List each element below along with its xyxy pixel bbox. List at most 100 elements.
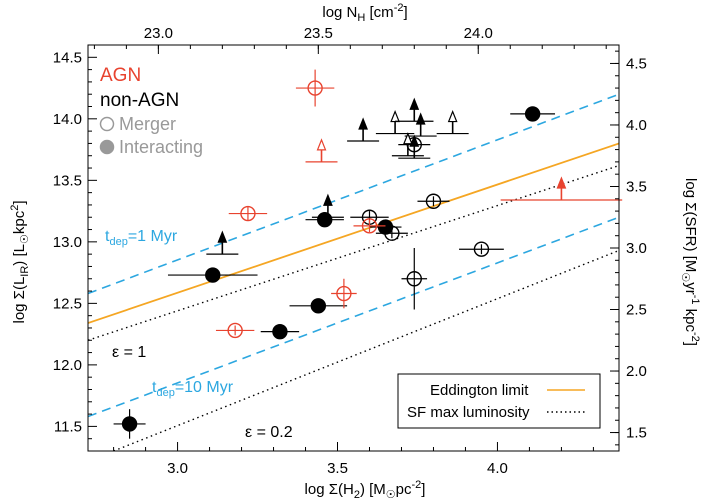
merger-marker <box>361 218 378 234</box>
y-tick-label: 11.5 <box>54 418 82 435</box>
legend-bottom-box <box>397 373 601 429</box>
merger-marker <box>406 271 422 287</box>
limit-arrowhead <box>409 134 420 147</box>
legend-sf-max: SF max luminosity <box>407 404 530 421</box>
data-point-10 <box>417 193 450 209</box>
limit-arrowhead <box>358 117 368 130</box>
limit-arrowhead <box>217 230 228 243</box>
data-points <box>113 69 623 439</box>
y-tick-label: 14.0 <box>53 111 82 128</box>
x2-tick-label: 24.0 <box>464 25 493 42</box>
limit-arrowhead <box>409 97 420 110</box>
axes: 3.0 3.5 4.0 23.0 23.5 24.0 11.5 12.0 12.5 13.0 13.… <box>53 25 647 477</box>
tdep10-label: tdep=10 Myr <box>152 379 234 399</box>
merger-marker <box>227 322 243 339</box>
x-tick-label: 3.5 <box>327 460 348 477</box>
data-point-13 <box>295 69 335 107</box>
tdep1-label: tdep=1 Myr <box>105 228 178 248</box>
y-tick-label: 13.0 <box>53 234 82 251</box>
legend-non-agn: non-AGN <box>100 90 179 111</box>
lower-limit-0 <box>206 230 239 255</box>
limit-arrowhead <box>402 132 413 145</box>
legend-merger-symbol <box>99 116 115 132</box>
y2-tick-label: 3.0 <box>626 240 647 257</box>
line-eps02 <box>113 249 619 451</box>
data-point-17 <box>353 218 386 234</box>
lower-limit-4 <box>375 109 415 135</box>
lower-limit-2 <box>305 138 338 163</box>
line-eps1 <box>88 164 619 341</box>
lower-limit-7 <box>391 132 424 157</box>
lower-limit-10 <box>500 176 623 201</box>
eps02-label: ε = 0.2 <box>245 424 293 441</box>
interacting-marker <box>205 267 221 283</box>
interacting-marker <box>317 212 333 228</box>
merger-marker <box>240 205 256 222</box>
x2-tick-label: 23.0 <box>144 25 173 42</box>
legend-interacting: Interacting <box>119 137 203 157</box>
line-annotations: tdep=1 Myr tdep=10 Myr ε = 1 ε = 0.2 <box>105 228 293 441</box>
merger-marker <box>473 241 490 257</box>
legend-agn: AGN <box>100 65 141 86</box>
data-point-6 <box>510 106 556 122</box>
legend-merger: Merger <box>119 114 176 134</box>
data-point-9 <box>401 248 428 310</box>
x-tick-label: 4.0 <box>487 460 508 477</box>
y2-tick-label: 2.0 <box>626 363 647 380</box>
merger-marker <box>336 285 352 302</box>
interacting-marker <box>524 106 541 122</box>
model-lines <box>88 93 619 451</box>
lower-limit-6 <box>404 112 437 137</box>
interacting-marker <box>121 416 138 432</box>
data-point-4 <box>305 212 344 228</box>
limit-arrowhead <box>316 138 327 151</box>
merger-marker <box>384 225 400 241</box>
interacting-marker <box>272 323 288 340</box>
y-tick-label: 13.5 <box>53 172 82 189</box>
limit-arrowhead <box>323 193 333 206</box>
lower-limit-3 <box>347 117 380 142</box>
y2-tick-label: 1.5 <box>626 425 647 442</box>
legend-eddington: Eddington limit <box>430 382 529 399</box>
data-point-1 <box>167 267 258 283</box>
y2-tick-label: 2.5 <box>626 302 647 319</box>
data-point-2 <box>260 323 300 340</box>
limit-arrowhead <box>447 109 458 123</box>
line-tdep10 <box>88 216 619 418</box>
merger-marker <box>425 193 442 209</box>
y2-axis-label: log Σ(SFR) [M☉yr-1 kpc-2] <box>679 178 701 346</box>
y-tick-label: 12.5 <box>53 295 82 312</box>
lower-limit-8 <box>398 134 431 159</box>
y-tick-label: 12.0 <box>53 357 82 374</box>
data-point-14 <box>228 205 268 222</box>
data-point-12 <box>459 241 504 257</box>
data-point-3 <box>289 298 348 314</box>
lower-limit-5 <box>395 97 434 122</box>
x2-axis-label: log NH [cm-2] <box>322 2 407 24</box>
merger-marker <box>307 80 323 96</box>
data-point-15 <box>215 322 255 339</box>
data-point-16 <box>331 278 357 309</box>
limit-arrowhead <box>390 109 400 123</box>
line-tdep1 <box>88 93 619 295</box>
y-axis-label: log Σ(LIR) [L☉kpc2] <box>9 201 31 324</box>
data-point-0 <box>113 409 146 439</box>
data-point-8 <box>375 225 408 241</box>
line-eddington <box>88 142 619 324</box>
y2-tick-label: 4.5 <box>626 55 647 72</box>
y2-tick-label: 4.0 <box>626 117 647 134</box>
eps1-label: ε = 1 <box>112 344 146 361</box>
x-tick-label: 3.0 <box>167 460 188 477</box>
y-tick-label: 14.5 <box>53 49 82 66</box>
y2-tick-label: 3.5 <box>626 178 647 195</box>
limit-arrowhead <box>415 112 426 125</box>
interacting-marker <box>310 298 327 314</box>
legend-bottom: Eddington limit SF max luminosity <box>397 373 601 429</box>
x2-tick-label: 23.5 <box>304 25 333 42</box>
legend-interacting-symbol <box>99 139 115 155</box>
limit-arrowhead <box>556 176 567 189</box>
x-axis-label: log Σ(H2) [M☉pc-2] <box>305 479 426 501</box>
lower-limit-1 <box>311 193 344 218</box>
legend-top: AGN non-AGN Merger Interacting <box>99 65 203 157</box>
